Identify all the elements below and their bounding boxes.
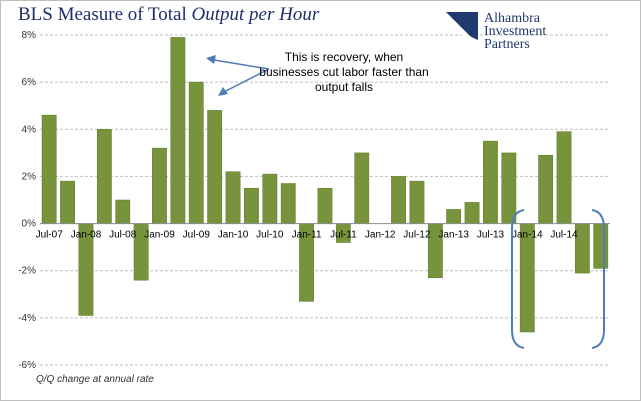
y-tick-label: 4% [22,124,37,135]
annotation-line-3: output falls [314,80,374,94]
bar-q4-2011 [354,152,370,224]
bar-q3-2012 [409,180,425,224]
bar-series [41,37,609,333]
bar-q2-2011 [317,187,333,224]
annotation-line-2: businesses cut labor faster than [259,65,429,79]
bar-q4-2013 [501,152,517,224]
x-tick-label: Jan-10 [218,230,249,241]
bar-q1-2009 [152,147,167,224]
annotation-arrow-upper-head [206,55,216,64]
chart-title-emphasis: Output per Hour [191,4,320,25]
chart-title: BLS Measure of Total Output per Hour [18,4,319,26]
left-bracket [511,209,525,349]
bar-q3-2007 [41,114,57,224]
y-tick-label: 2% [22,171,37,182]
bar-q4-2009 [207,110,223,224]
x-tick-label: Jul-09 [183,230,211,241]
y-tick-label: -2% [18,266,36,277]
bar-q1-2010 [225,171,241,224]
highlight-brackets [511,209,605,349]
x-tick-label: Jan-14 [512,230,543,241]
x-tick-label: Jul-11 [330,230,357,241]
x-tick-label: Jul-12 [403,230,431,241]
x-tick-label: Jan-13 [438,230,469,241]
x-tick-label: Jul-08 [109,230,137,241]
annotation-arrow-upper [207,58,270,70]
bar-q4-2007 [60,180,75,224]
annotation-arrow-lower [219,68,270,95]
gridlines [40,34,610,366]
annotation-text: This is recovery, when businesses cut la… [244,50,444,95]
bar-q2-2010 [244,187,259,224]
bar-q3-2014 [556,131,572,224]
logo-line-2: Investment [484,24,547,39]
x-tick-label: Jul-14 [550,230,578,241]
bar-q3-2009 [188,81,204,224]
bar-q2-2009 [170,37,186,224]
bar-q3-2008 [115,199,131,224]
y-tick-label: 0% [22,219,37,230]
bar-q2-2013 [464,202,480,224]
x-tick-label: Jan-12 [365,230,396,241]
bar-q2-2014 [538,154,554,224]
annotation-arrows [206,55,270,96]
right-bracket [591,209,605,349]
bar-q2-2012 [391,176,406,224]
x-tick-label: Jan-09 [144,230,175,241]
bar-q2-2008 [96,129,112,224]
x-tick-label: Jul-10 [256,230,284,241]
bar-q4-2010 [280,183,296,224]
x-tick-label: Jan-08 [71,230,102,241]
footnote: Q/Q change at annual rate [36,374,154,385]
y-tick-label: 8% [22,30,37,41]
bar-q1-2013 [446,209,462,224]
y-axis-tick-labels: -6% -4% -2% 0% 2% 4% 6% 8% [18,30,36,371]
logo-line-1: Alhambra [484,11,540,26]
bar-q3-2010 [262,173,278,224]
x-tick-label: Jul-07 [36,230,64,241]
bar-q3-2013 [483,140,498,224]
annotation-arrow-lower-head [218,87,228,96]
x-tick-label: Jan-11 [292,230,322,241]
y-tick-label: 6% [22,77,37,88]
y-tick-label: -4% [18,313,36,324]
annotation-line-1: This is recovery, when [284,50,404,64]
bar-q1-2015 [593,223,609,269]
company-logo-text: Alhambra Investment Partners [484,11,547,52]
chart-title-prefix: BLS Measure of Total [18,4,187,25]
x-axis-tick-labels: Jul-07 Jan-08 Jul-08 Jan-09 Jul-09 Jan-10 Jul-… [36,230,578,241]
alhambra-swoosh-logo [446,12,478,44]
logo-line-3: Partners [484,37,530,52]
y-tick-label: -6% [18,360,36,371]
x-tick-label: Jul-13 [477,230,505,241]
